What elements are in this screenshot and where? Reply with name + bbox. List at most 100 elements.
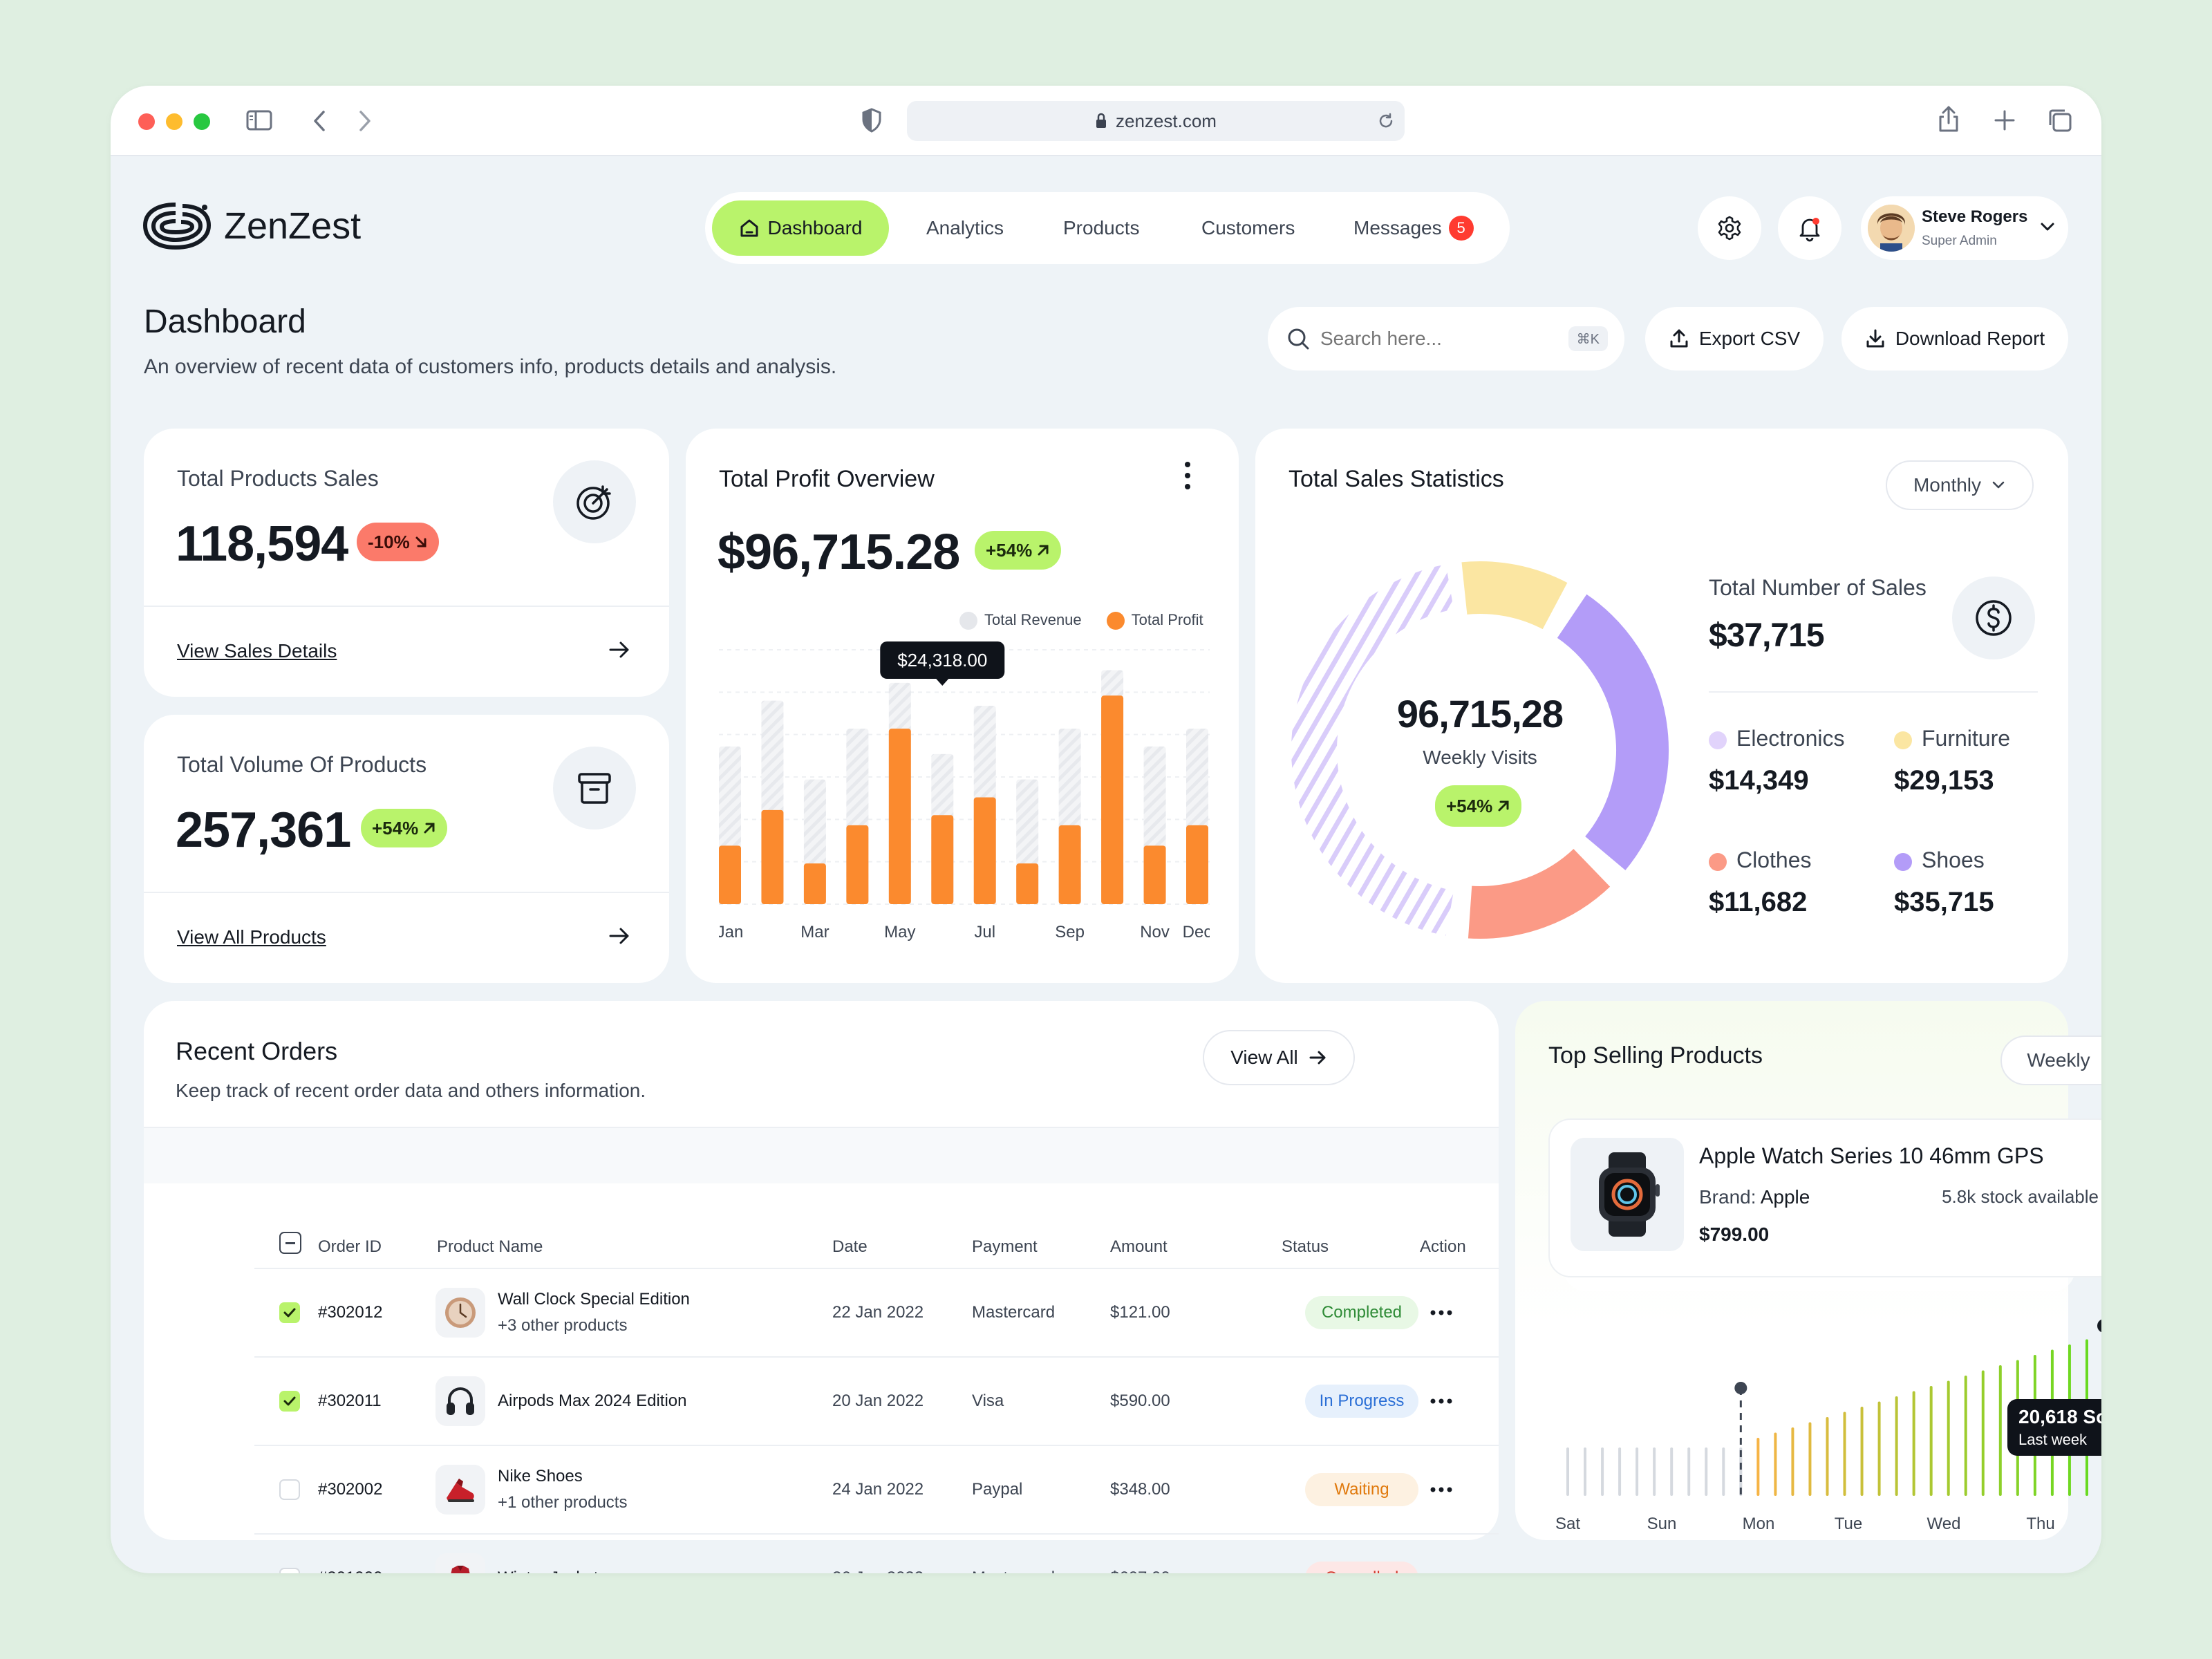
arrow-right-icon[interactable] [607, 924, 632, 948]
col-date[interactable]: Date [832, 1237, 868, 1256]
product-name: Airpods Max 2024 Edition [498, 1391, 687, 1410]
nav-customers[interactable]: Customers [1201, 217, 1295, 238]
col-amount[interactable]: Amount [1110, 1237, 1168, 1256]
products-volume-change-text: +54% [372, 817, 419, 838]
product-name: Wall Clock Special Edition [498, 1290, 690, 1309]
search-input[interactable] [1320, 328, 1528, 350]
profit-bar-jun[interactable] [931, 815, 954, 904]
reload-icon[interactable] [1377, 112, 1395, 130]
order-id: #302012 [318, 1303, 383, 1322]
row-actions-button[interactable] [1430, 1486, 1453, 1493]
new-tab-icon[interactable] [1994, 109, 2016, 131]
profit-bar-aug[interactable] [1016, 863, 1039, 904]
col-action[interactable]: Action [1420, 1237, 1466, 1256]
arrow-right-icon[interactable] [607, 637, 632, 662]
row-checkbox[interactable] [279, 1391, 300, 1412]
row-actions-button[interactable] [1430, 1398, 1453, 1405]
product-name: Winter Jacket [498, 1568, 598, 1573]
col-order-id[interactable]: Order ID [318, 1237, 382, 1256]
donut-segment-electronics[interactable] [1288, 561, 1457, 939]
top-selling-title: Top Selling Products [1548, 1042, 1763, 1069]
nav-dashboard[interactable]: Dashboard [712, 200, 889, 256]
order-amount: $590.00 [1110, 1391, 1170, 1410]
legend-profit: Total Profit [1106, 611, 1203, 630]
brand-logo[interactable]: ZenZest [142, 200, 361, 252]
col-product-name[interactable]: Product Name [437, 1237, 543, 1256]
row-checkbox[interactable] [279, 1479, 300, 1500]
profit-bar-jul[interactable] [973, 797, 996, 904]
sales-donut-chart [1288, 559, 1671, 941]
arrow-right-icon [1309, 1051, 1326, 1065]
legend-profit-swatch [1106, 612, 1125, 630]
fri-marker-dot[interactable] [2097, 1319, 2101, 1333]
profit-bar-nov[interactable] [1143, 845, 1166, 904]
row-actions-button[interactable] [1430, 1309, 1453, 1316]
col-payment[interactable]: Payment [972, 1237, 1038, 1256]
forward-icon[interactable] [357, 109, 373, 133]
table-row[interactable]: #302011 Airpods Max 2024 Edition 20 Jan 20… [254, 1356, 1499, 1445]
nav-analytics[interactable]: Analytics [926, 217, 1004, 238]
day-label-tue: Tue [1835, 1515, 1862, 1533]
donut-segment-clothes[interactable] [1465, 845, 1614, 941]
profit-bar-may[interactable] [888, 729, 911, 904]
settings-button[interactable] [1698, 196, 1761, 260]
search-box[interactable]: ⌘K [1268, 307, 1624, 371]
status-badge: Cancelled [1305, 1562, 1418, 1573]
donut-segment-shoes[interactable] [1554, 591, 1671, 874]
download-report-button[interactable]: Download Report [1841, 307, 2068, 371]
nav-products[interactable]: Products [1063, 217, 1140, 238]
back-icon[interactable] [311, 109, 328, 133]
profit-bar-dec[interactable] [1186, 825, 1208, 904]
user-role: Super Admin [1922, 234, 1997, 248]
shield-icon[interactable] [861, 108, 882, 133]
profit-bar-sep[interactable] [1058, 825, 1081, 904]
user-menu[interactable]: Steve Rogers Super Admin [1861, 196, 2068, 260]
profit-bar-feb[interactable] [761, 809, 784, 904]
profit-bar-mar[interactable] [803, 863, 826, 904]
recent-orders-card: Recent Orders Keep track of recent order… [144, 1001, 1499, 1540]
sidebar-toggle-icon[interactable] [246, 109, 272, 131]
minimize-window-button[interactable] [166, 113, 182, 130]
col-status[interactable]: Status [1282, 1237, 1329, 1256]
select-all-checkbox[interactable] [279, 1232, 301, 1254]
tab-overview-icon[interactable] [2047, 108, 2072, 133]
product-brand-label: Brand: [1699, 1186, 1756, 1208]
divider [144, 606, 669, 607]
day-label-thu: Thu [2026, 1515, 2054, 1533]
profit-bar-jan[interactable] [719, 845, 741, 904]
maximize-window-button[interactable] [194, 113, 210, 130]
featured-product-card[interactable]: Apple Watch Series 10 46mm GPS Brand: Ap… [1548, 1118, 2101, 1277]
legend-revenue-text: Total Revenue [984, 611, 1082, 628]
table-row[interactable]: #301900 Winter Jacket 26 Jan 2022 Mastercar… [254, 1533, 1499, 1573]
order-date: 20 Jan 2022 [832, 1391, 924, 1410]
mon-marker-dot[interactable] [1734, 1382, 1747, 1394]
donut-segment-furniture[interactable] [1459, 559, 1571, 632]
row-checkbox[interactable] [279, 1568, 300, 1573]
table-row[interactable]: #302012 Wall Clock Special Edition +3 othe… [254, 1268, 1499, 1356]
donut-center-label: Weekly Visits [1423, 747, 1537, 768]
view-all-orders-button[interactable]: View All [1203, 1030, 1355, 1085]
page-title: Dashboard [144, 303, 306, 340]
view-sales-details-link[interactable]: View Sales Details [177, 640, 337, 662]
address-bar[interactable]: zenzest.com [907, 101, 1405, 141]
notifications-button[interactable] [1778, 196, 1841, 260]
day-label-sun: Sun [1647, 1515, 1677, 1533]
profit-title: Total Profit Overview [719, 466, 935, 492]
profit-bar-oct[interactable] [1101, 695, 1124, 904]
day-label-mon: Mon [1743, 1515, 1775, 1533]
top-selling-period-dropdown[interactable]: Weekly [2000, 1035, 2101, 1085]
export-csv-button[interactable]: Export CSV [1645, 307, 1824, 371]
close-window-button[interactable] [138, 113, 155, 130]
product-thumbnail [435, 1376, 485, 1426]
more-vertical-icon[interactable] [1183, 460, 1192, 494]
share-icon[interactable] [1937, 105, 1960, 133]
profit-bar-apr[interactable] [846, 825, 869, 904]
view-all-products-link[interactable]: View All Products [177, 926, 326, 948]
table-row[interactable]: #302002 Nike Shoes +1 other products 24 Jan… [254, 1445, 1499, 1533]
category-shoes: Shoes $35,715 [1894, 847, 1994, 918]
row-checkbox[interactable] [279, 1302, 300, 1323]
nav-messages[interactable]: Messages 5 [1353, 200, 1474, 256]
sales-period-dropdown[interactable]: Monthly [1886, 460, 2034, 510]
profit-tooltip: $24,318.00 [880, 641, 1005, 686]
profit-bar-chart: Jan Mar May Jul Sep Nov Dec $24,318.00 [719, 641, 1210, 941]
